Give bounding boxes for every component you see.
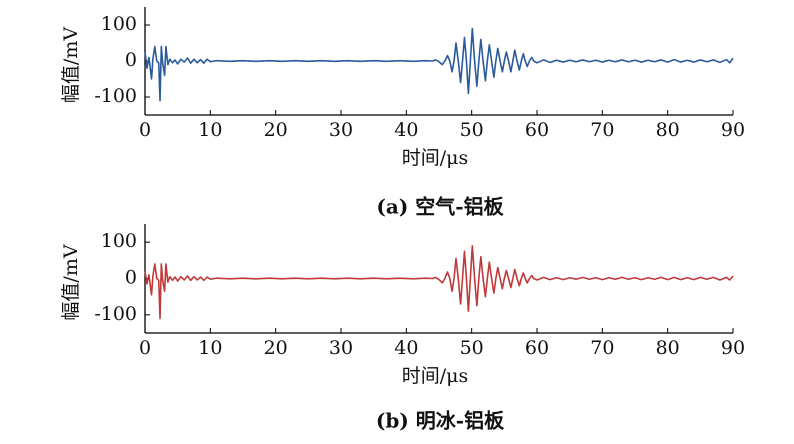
x-tick-label: 40: [394, 337, 418, 359]
x-axis-label: 时间/μs: [402, 147, 469, 169]
signal-line: [144, 245, 734, 320]
x-tick-label: 60: [525, 337, 549, 359]
x-tick-label: 0: [139, 119, 151, 141]
caption: (a) 空气-铝板: [376, 195, 504, 219]
x-tick-label: 90: [721, 119, 745, 141]
y-tick-label: 100: [101, 13, 137, 35]
x-tick-label: 20: [264, 337, 288, 359]
x-tick-label: 60: [525, 119, 549, 141]
x-tick-label: 40: [394, 119, 418, 141]
signal-line: [144, 27, 734, 102]
y-tick-label: -100: [94, 85, 137, 107]
x-tick-label: 80: [656, 337, 680, 359]
x-tick-label: 90: [721, 337, 745, 359]
x-tick-label: 10: [198, 119, 222, 141]
x-tick-label: 30: [329, 337, 353, 359]
x-tick-label: 70: [590, 337, 614, 359]
y-tick-label: 0: [125, 267, 137, 289]
x-tick-label: 20: [264, 119, 288, 141]
y-axis-label: 幅值/mV: [60, 27, 82, 103]
x-tick-label: 50: [460, 337, 484, 359]
caption: (b) 明冰-铝板: [376, 409, 505, 433]
x-tick-label: 10: [198, 337, 222, 359]
x-tick-label: 70: [590, 119, 614, 141]
x-tick-label: 50: [460, 119, 484, 141]
y-axis-label: 幅值/mV: [60, 244, 82, 320]
x-tick-label: 80: [656, 119, 680, 141]
x-axis-label: 时间/μs: [402, 365, 469, 387]
x-tick-label: 30: [329, 119, 353, 141]
y-tick-label: 100: [101, 230, 137, 252]
y-tick-label: -100: [94, 303, 137, 325]
y-tick-label: 0: [125, 49, 137, 71]
x-tick-label: 0: [139, 337, 151, 359]
